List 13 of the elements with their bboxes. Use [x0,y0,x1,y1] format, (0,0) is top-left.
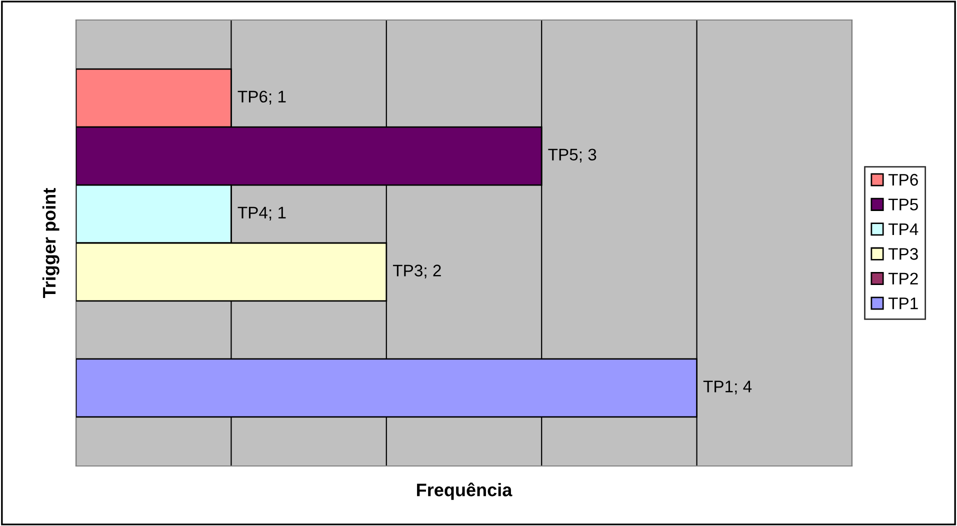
data-label: TP4; 1 [238,206,286,220]
y-axis-title: Trigger point [42,188,60,298]
data-label: TP3; 2 [392,264,441,278]
x-axis-title: Frequência [417,482,512,500]
data-label: TP5; 3 [548,148,596,162]
legend-label: TP4 [888,223,918,235]
legend-label: TP2 [888,272,918,284]
data-label: TP1; 4 [703,380,752,394]
legend-label: TP5 [888,198,918,210]
data-label: TP6; 1 [238,90,286,104]
legend-label: TP3 [888,248,918,260]
legend-label: TP1 [888,298,918,310]
legend-label: TP6 [888,174,918,186]
